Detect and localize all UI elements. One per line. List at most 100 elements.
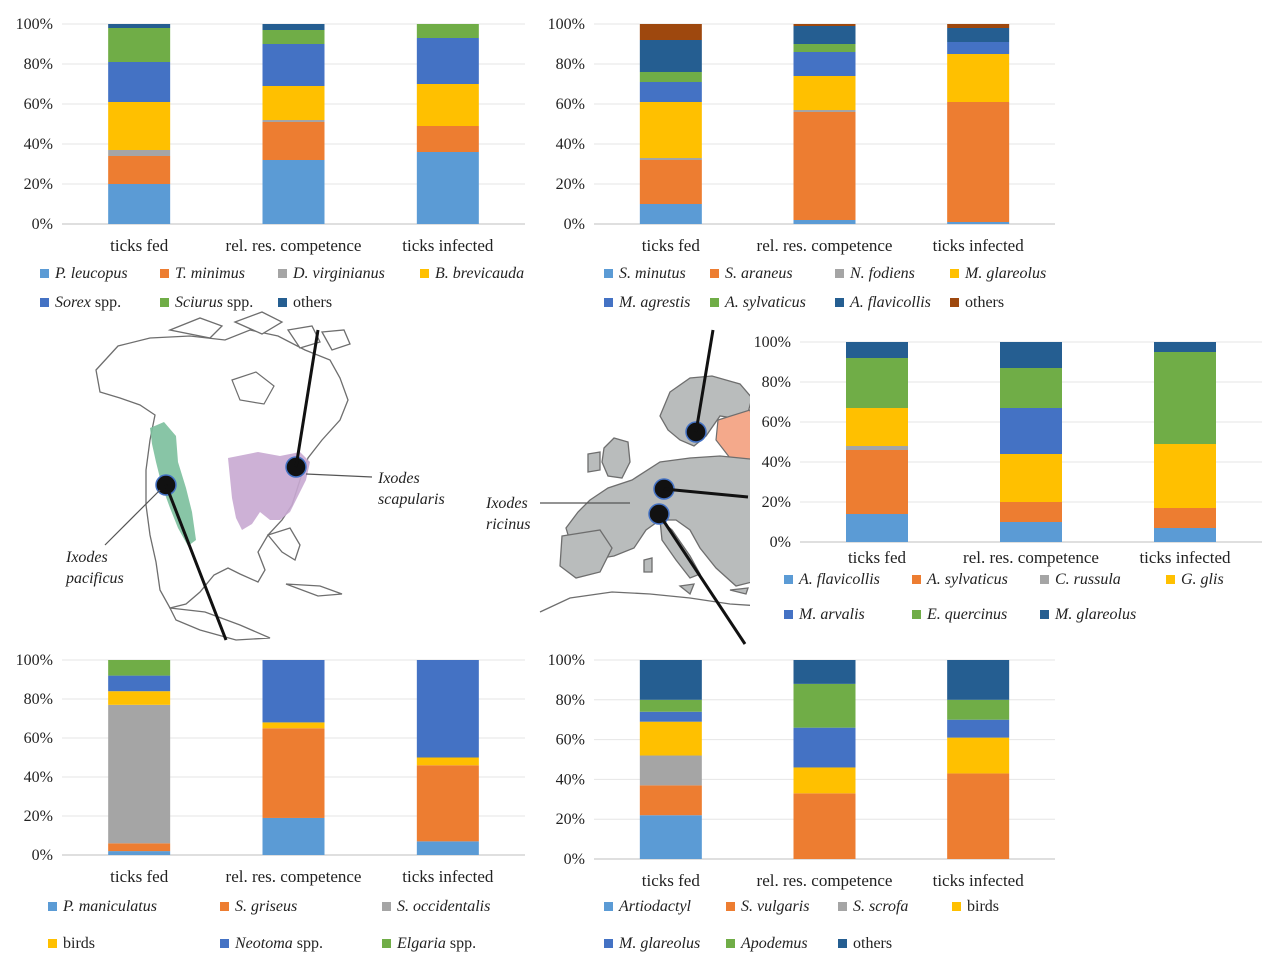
y-tick-label: 60% xyxy=(24,730,53,747)
x-category-label: ticks infected xyxy=(402,867,494,886)
bar-segment xyxy=(639,721,702,756)
bar-segment xyxy=(1000,368,1062,408)
legend-swatch xyxy=(40,269,49,278)
legend-entry: P. maniculatus xyxy=(62,898,157,915)
x-category-label: ticks infected xyxy=(933,871,1025,890)
bar-segment xyxy=(108,62,171,102)
bar-segment xyxy=(947,102,1010,222)
y-tick-label: 20% xyxy=(24,176,53,193)
y-tick-label: 60% xyxy=(556,732,585,749)
bar-segment xyxy=(416,126,479,152)
x-category-label: rel. res. competence xyxy=(963,548,1099,567)
bar-segment xyxy=(416,765,479,842)
legend-entry: M. glareolus xyxy=(964,265,1046,282)
bar-segment xyxy=(846,514,908,542)
bar-segment xyxy=(108,843,171,852)
bar-segment xyxy=(262,44,325,86)
bar-segment xyxy=(639,785,702,816)
legend-entry: S. occidentalis xyxy=(397,898,490,915)
ixodes-scapularis-label-line2: scapularis xyxy=(378,491,445,508)
bar-segment xyxy=(416,84,479,126)
legend-entry: Sorex spp. xyxy=(55,294,121,311)
x-category-label: ticks fed xyxy=(848,548,907,567)
legend-swatch xyxy=(604,298,613,307)
ixodes-ricinus-label-line2: ricinus xyxy=(486,516,530,533)
x-category-label: ticks fed xyxy=(110,236,169,255)
legend-entry: others xyxy=(853,935,892,952)
legend-swatch xyxy=(420,269,429,278)
x-category-label: ticks fed xyxy=(110,867,169,886)
legend-entry: A. flavicollis xyxy=(798,571,880,588)
great-britain xyxy=(601,437,631,479)
crete xyxy=(729,587,749,595)
arctic-island-4 xyxy=(320,329,351,351)
legend-swatch xyxy=(1040,610,1049,619)
bar-segment xyxy=(1000,522,1062,542)
y-tick-label: 0% xyxy=(32,216,53,233)
bar-segment xyxy=(1154,352,1216,444)
legend-swatch xyxy=(835,269,844,278)
legend-swatch xyxy=(952,902,961,911)
bar-segment xyxy=(262,120,325,122)
bar-segment xyxy=(1000,454,1062,502)
bar-segment xyxy=(793,727,856,768)
bar-segment xyxy=(793,76,856,110)
legend-entry: S. araneus xyxy=(725,265,793,282)
legend-swatch xyxy=(160,298,169,307)
legend-entry: E. quercinus xyxy=(926,606,1007,623)
chart-ixodes-scapularis-hosts: 0% 20% 40% 60% 80% 100% ticks fed rel. res. com… xyxy=(16,16,525,311)
legend-entry: others xyxy=(293,294,332,311)
bar-segment xyxy=(108,851,171,855)
legend-swatch xyxy=(784,610,793,619)
legend-entry: Neotoma spp. xyxy=(234,935,323,952)
europe-map: Ixodes ricinus xyxy=(485,329,750,645)
bar-segment xyxy=(108,28,171,62)
x-category-label: ticks infected xyxy=(933,236,1025,255)
legend-swatch xyxy=(278,298,287,307)
scandinavia-to-chart-line xyxy=(694,329,715,433)
bar-segment xyxy=(639,40,702,72)
y-tick-label: 80% xyxy=(24,691,53,708)
legend-entry: C. russula xyxy=(1055,571,1121,588)
chart-ixodes-ricinus-scandinavia-hosts: 0% 20% 40% 60% 80% 100% ticks fed rel. res. com… xyxy=(548,16,1055,311)
legend-swatch xyxy=(835,298,844,307)
y-tick-label: 100% xyxy=(754,334,791,351)
legend-entry: birds xyxy=(967,898,999,915)
pacificus-to-west-chart-line xyxy=(164,484,228,641)
bar-segment xyxy=(793,112,856,220)
legend-entry: S. griseus xyxy=(235,898,297,915)
y-tick-label: 80% xyxy=(24,56,53,73)
bar-segment xyxy=(846,342,908,358)
bar-segment xyxy=(416,24,479,38)
bar-segment xyxy=(108,24,171,28)
bar-segment xyxy=(262,122,325,160)
bar-segment xyxy=(639,711,702,722)
ixodes-pacificus-label-line1: Ixodes xyxy=(65,549,108,566)
ixodes-ricinus-label-line1: Ixodes xyxy=(485,495,528,512)
legend-swatch xyxy=(838,902,847,911)
y-tick-label: 60% xyxy=(556,96,585,113)
chart-ixodes-ricinus-central-europe-hosts: 0% 20% 40% 60% 80% 100% ticks fed rel. res. com… xyxy=(754,334,1262,623)
north-africa-coast xyxy=(539,591,750,613)
bar-segment xyxy=(108,150,171,156)
bar-segment xyxy=(947,222,1010,224)
legend-swatch xyxy=(220,939,229,948)
x-category-label: ticks infected xyxy=(1139,548,1231,567)
bar-segment xyxy=(262,30,325,44)
bar-segment xyxy=(947,719,1010,738)
y-tick-label: 40% xyxy=(556,771,585,788)
legend-entry: A. flavicollis xyxy=(849,294,931,311)
legend-swatch xyxy=(710,269,719,278)
legend-swatch xyxy=(382,939,391,948)
bar-segment xyxy=(108,660,171,676)
bar-segment xyxy=(1154,508,1216,528)
legend-swatch xyxy=(950,269,959,278)
bar-segment xyxy=(639,755,702,786)
bar-segment xyxy=(416,152,479,224)
x-category-label: ticks fed xyxy=(642,871,701,890)
bar-segment xyxy=(846,408,908,446)
y-tick-label: 40% xyxy=(24,136,53,153)
legend-entry: P. leucopus xyxy=(54,265,128,282)
legend-swatch xyxy=(48,902,57,911)
bar-segment xyxy=(262,160,325,224)
